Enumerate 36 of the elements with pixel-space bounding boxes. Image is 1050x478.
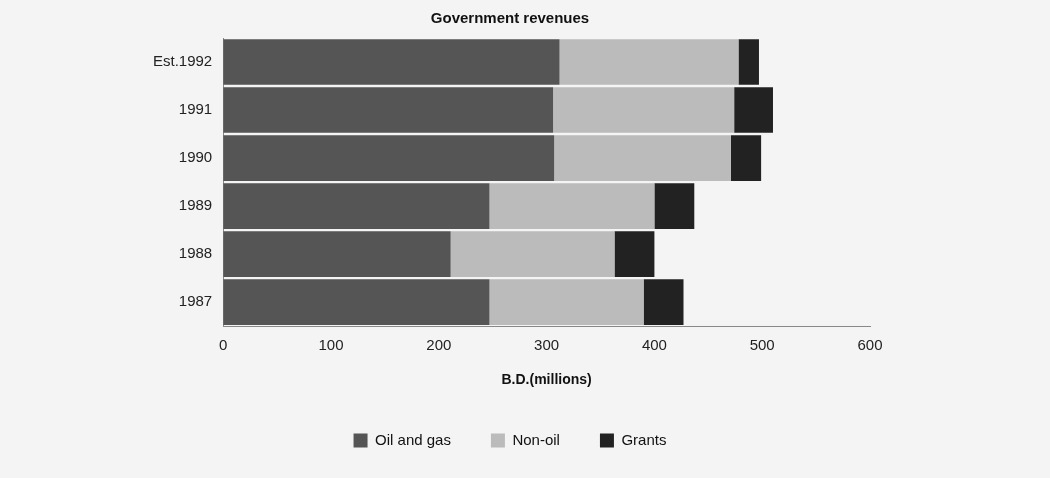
bar xyxy=(553,87,735,133)
y-tick-label: 1987 xyxy=(178,292,213,310)
x-tick-label: 0 xyxy=(219,336,228,354)
y-tick-label: 1989 xyxy=(178,196,213,214)
bar xyxy=(489,279,644,325)
chart-title: Government revenues xyxy=(430,9,590,27)
legend-label: Non-oil xyxy=(512,430,560,448)
x-tick-label: 500 xyxy=(749,336,775,354)
bar xyxy=(559,39,739,85)
y-tick-label: 1990 xyxy=(178,148,213,166)
bar xyxy=(734,87,773,133)
x-tick-label: 400 xyxy=(641,336,667,354)
bar xyxy=(738,39,759,85)
bar xyxy=(223,231,451,277)
x-tick-label: 300 xyxy=(534,336,560,354)
bar xyxy=(730,135,762,181)
bar xyxy=(223,135,555,181)
x-tick-label: 200 xyxy=(426,336,452,354)
bar xyxy=(614,231,655,277)
y-tick-label: Est.1992 xyxy=(152,52,213,70)
legend-label: Grants xyxy=(621,430,667,448)
x-tick-label: 100 xyxy=(318,336,344,354)
bar xyxy=(223,87,554,133)
x-axis-title: B.D.(millions) xyxy=(501,371,592,388)
bar xyxy=(450,231,615,277)
bar xyxy=(223,39,560,85)
bar xyxy=(223,279,490,325)
bar xyxy=(554,135,731,181)
bar xyxy=(223,183,490,229)
legend-label: Oil and gas xyxy=(375,430,451,448)
y-tick-label: 1988 xyxy=(178,244,213,262)
y-tick-label: 1991 xyxy=(178,100,213,118)
bar xyxy=(489,183,655,229)
x-tick-label: 600 xyxy=(857,336,883,354)
bar xyxy=(654,183,695,229)
bar xyxy=(643,279,684,325)
